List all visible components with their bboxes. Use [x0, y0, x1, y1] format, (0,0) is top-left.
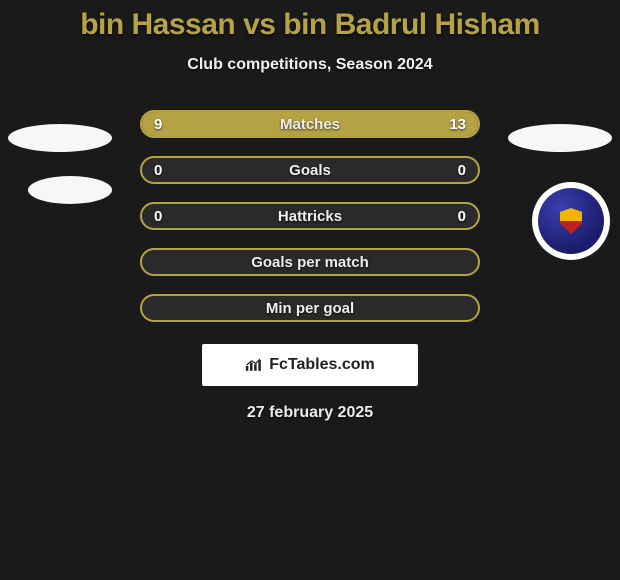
stat-value-left: 0: [154, 162, 162, 179]
stat-value-right: 0: [458, 162, 466, 179]
stat-fill-left: [142, 112, 279, 136]
watermark[interactable]: FcTables.com: [202, 344, 418, 386]
stat-row: Goals per match: [140, 248, 480, 276]
player-right-avatar: [508, 124, 612, 152]
subtitle: Club competitions, Season 2024: [0, 56, 620, 74]
watermark-text: FcTables.com: [269, 356, 375, 374]
stat-label: Goals: [142, 162, 478, 179]
player-left-avatar: [8, 124, 112, 152]
stat-row: 0 0Goals: [140, 156, 480, 184]
shield-icon: [560, 208, 582, 234]
team-right-badge-inner: [538, 188, 604, 254]
stat-label: Min per goal: [142, 300, 478, 317]
date-line: 27 february 2025: [0, 404, 620, 422]
stat-value-left: 0: [154, 208, 162, 225]
stat-label: Goals per match: [142, 254, 478, 271]
stat-row: 913Matches: [140, 110, 480, 138]
stat-value-right: 0: [458, 208, 466, 225]
stat-value-right: 13: [449, 116, 466, 133]
stat-row: 0 0Hattricks: [140, 202, 480, 230]
stat-rows: 913Matches00Goals00HattricksGoals per ma…: [140, 110, 480, 322]
stat-row: Min per goal: [140, 294, 480, 322]
team-right-badge: [532, 182, 610, 260]
page-title: bin Hassan vs bin Badrul Hisham: [0, 8, 620, 42]
stat-value-left: 9: [154, 116, 162, 133]
stat-label: Hattricks: [142, 208, 478, 225]
team-left-badge: [28, 176, 112, 204]
comparison-card: bin Hassan vs bin Badrul Hisham Club com…: [0, 0, 620, 422]
bar-chart-icon: [245, 358, 265, 372]
